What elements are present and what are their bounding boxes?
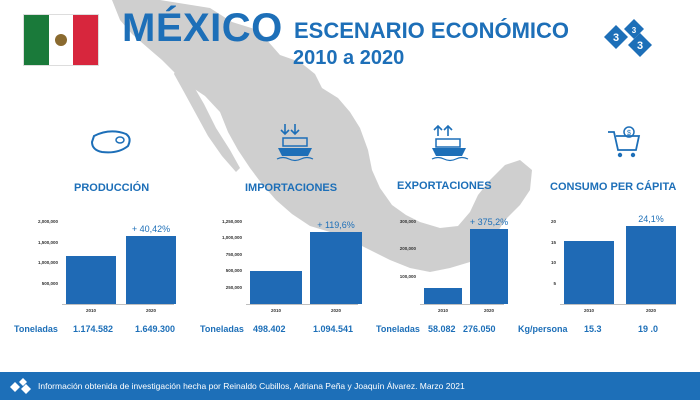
y-tick-label-consumo: 15 bbox=[550, 239, 556, 245]
y-tick-label-exportaciones: 300,000 bbox=[399, 219, 416, 224]
svg-text:$: $ bbox=[627, 130, 631, 137]
bar-importaciones-2010 bbox=[250, 271, 302, 304]
x-tick-label-importaciones: 2020 bbox=[330, 308, 341, 313]
y-tick-label-consumo: 10 bbox=[550, 260, 556, 265]
unit-label-importaciones: Toneladas bbox=[200, 324, 244, 334]
bar-consumo-2010 bbox=[564, 241, 614, 304]
shopping-cart-icon: $ bbox=[608, 126, 641, 158]
change-label-exportaciones: + 375,2% bbox=[469, 216, 509, 227]
section-title-consumo: CONSUMO PER CÁPITA bbox=[550, 181, 677, 193]
brand-logo: 3 3 3 bbox=[604, 19, 652, 57]
eagle-emblem-icon bbox=[55, 34, 67, 46]
chart-baseline-produccion bbox=[62, 304, 174, 305]
svg-text:3: 3 bbox=[637, 40, 643, 52]
page-subtitle: 2010 a 2020 bbox=[293, 47, 405, 69]
value-2020-produccion: 1.649.300 bbox=[135, 324, 176, 334]
change-label-importaciones: + 119,6% bbox=[317, 220, 355, 231]
x-tick-label-importaciones: 2010 bbox=[270, 308, 281, 313]
cargo-ship-export-icon bbox=[431, 124, 469, 162]
x-tick-label-produccion: 2010 bbox=[85, 308, 96, 313]
country-title: MÉXICO bbox=[122, 6, 283, 50]
value-2010-produccion: 1.174.582 bbox=[73, 324, 114, 334]
footer-bar bbox=[0, 372, 700, 400]
section-title-produccion: PRODUCCIÓN bbox=[74, 182, 150, 194]
cargo-ship-import-icon bbox=[276, 124, 314, 162]
footer-source-text: Información obtenida de investigación he… bbox=[38, 381, 465, 391]
bar-consumo-2020 bbox=[626, 226, 676, 304]
page-title: ESCENARIO ECONÓMICO bbox=[294, 18, 570, 43]
value-2010-importaciones: 498.402 bbox=[253, 324, 286, 334]
value-2010-exportaciones: 58.082 bbox=[428, 324, 456, 334]
change-label-produccion: + 40,42% bbox=[131, 224, 171, 235]
y-tick-label-consumo: 5 bbox=[553, 280, 556, 286]
bar-importaciones-2020 bbox=[310, 232, 362, 304]
chart-baseline-consumo bbox=[560, 304, 676, 305]
unit-label-produccion: Toneladas bbox=[14, 324, 58, 334]
y-tick-label-produccion: 2,000,000 bbox=[37, 219, 58, 224]
x-tick-label-consumo: 2010 bbox=[583, 308, 594, 313]
chart-baseline-exportaciones bbox=[420, 304, 504, 305]
bar-produccion-2020 bbox=[126, 236, 176, 304]
y-tick-label-importaciones: 1,250,000 bbox=[221, 219, 242, 224]
footer-logo bbox=[10, 378, 31, 394]
chart-baseline-importaciones bbox=[246, 304, 358, 305]
x-tick-label-exportaciones: 2020 bbox=[483, 308, 494, 313]
y-tick-label-importaciones: 1,000,000 bbox=[221, 235, 242, 241]
unit-label-consumo: Kg/persona bbox=[518, 324, 568, 334]
x-tick-label-exportaciones: 2010 bbox=[437, 308, 448, 313]
y-tick-label-exportaciones: 100,000 bbox=[399, 273, 416, 279]
y-tick-label-importaciones: 250,000 bbox=[225, 284, 242, 290]
change-label-consumo: 24,1% bbox=[638, 214, 664, 225]
y-tick-label-importaciones: 500,000 bbox=[225, 268, 242, 274]
mexico-flag-icon bbox=[23, 14, 99, 66]
value-2020-importaciones: 1.094.541 bbox=[313, 324, 354, 334]
svg-text:3: 3 bbox=[613, 32, 619, 44]
unit-label-exportaciones: Toneladas bbox=[376, 324, 420, 334]
meat-steak-icon bbox=[90, 130, 131, 154]
section-title-importaciones: IMPORTACIONES bbox=[245, 182, 338, 194]
svg-text:3: 3 bbox=[632, 26, 637, 35]
bar-exportaciones-2010 bbox=[424, 288, 462, 304]
y-tick-label-produccion: 1,000,000 bbox=[37, 260, 58, 265]
y-tick-label-exportaciones: 200,000 bbox=[399, 246, 416, 252]
bar-exportaciones-2020 bbox=[470, 228, 508, 304]
value-2010-consumo: 15.3 bbox=[584, 324, 602, 334]
y-tick-label-importaciones: 750,000 bbox=[225, 251, 242, 257]
y-tick-label-consumo: 20 bbox=[550, 219, 556, 224]
value-2020-consumo: 19 .0 bbox=[638, 324, 659, 334]
x-tick-label-produccion: 2020 bbox=[145, 308, 156, 313]
y-tick-label-produccion: 500,000 bbox=[41, 280, 58, 286]
section-title-exportaciones: EXPORTACIONES bbox=[397, 180, 492, 192]
x-tick-label-consumo: 2020 bbox=[645, 308, 656, 313]
y-tick-label-produccion: 1,500,000 bbox=[37, 239, 58, 245]
value-2020-exportaciones: 276.050 bbox=[463, 324, 496, 334]
bar-produccion-2010 bbox=[66, 255, 116, 304]
